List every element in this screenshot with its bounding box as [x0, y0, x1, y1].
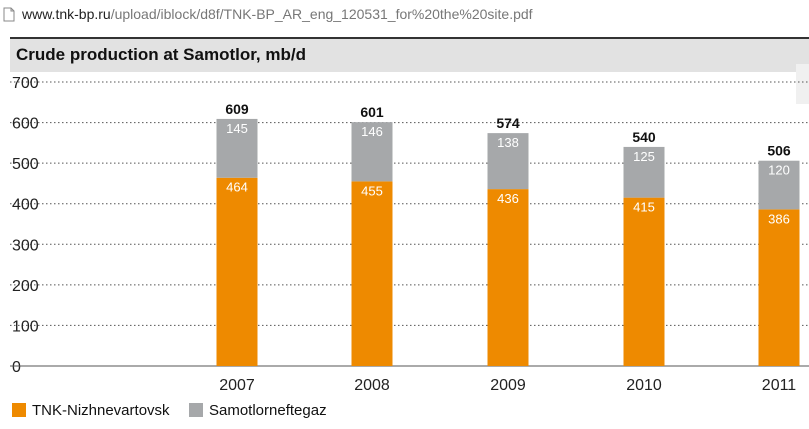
page-icon — [3, 7, 15, 22]
title-band — [10, 39, 809, 72]
url-path: /upload/iblock/d8f/TNK-BP_AR_eng_120531_… — [110, 6, 533, 22]
legend-item-tnk: TNK-Nizhnevartovsk — [12, 402, 170, 419]
y-tick-label: 100 — [12, 318, 39, 335]
x-tick-label: 2008 — [354, 377, 390, 394]
url-text[interactable]: www.tnk-bp.ru/upload/iblock/d8f/TNK-BP_A… — [22, 6, 533, 22]
x-tick-label: 2009 — [490, 377, 526, 394]
x-tick-label: 2010 — [626, 377, 662, 394]
x-tick-label: 2007 — [219, 377, 255, 394]
y-tick-label: 300 — [12, 237, 39, 254]
y-tick-label: 0 — [12, 359, 21, 376]
scrollbar[interactable] — [796, 64, 809, 104]
bar-samotlor — [758, 160, 800, 210]
bar-total-label: 609 — [225, 101, 249, 117]
bar-total-label: 506 — [767, 143, 791, 159]
legend-swatch-tnk — [12, 403, 26, 417]
x-tick-label: 2011 — [762, 377, 797, 394]
y-tick-label: 200 — [12, 278, 39, 295]
y-tick-label: 500 — [12, 156, 39, 173]
legend-label-samotlor: Samotlorneftegaz — [209, 402, 327, 419]
bar-total-label: 540 — [632, 129, 656, 145]
bar-value-tnk: 415 — [633, 200, 655, 215]
bar-tnk — [623, 197, 665, 366]
bar-value-samotlor: 146 — [361, 124, 383, 139]
y-tick-label: 700 — [12, 75, 39, 92]
bar-tnk — [216, 177, 258, 366]
chart-title: Crude production at Samotlor, mb/d — [16, 45, 306, 64]
legend-swatch-samotlor — [189, 403, 203, 417]
bar-tnk — [758, 209, 800, 366]
bar-samotlor — [623, 146, 665, 198]
bar-samotlor — [351, 122, 393, 182]
bar-total-label: 601 — [360, 104, 384, 120]
bar-value-tnk: 455 — [361, 183, 383, 198]
bar-value-tnk: 464 — [226, 180, 248, 195]
bar-samotlor — [487, 133, 529, 190]
bar-value-samotlor: 145 — [226, 121, 248, 136]
title-top-rule — [10, 37, 809, 39]
y-tick-label: 600 — [12, 116, 39, 133]
legend-label-tnk: TNK-Nizhnevartovsk — [32, 402, 170, 419]
bar-value-tnk: 386 — [768, 211, 790, 226]
legend-item-samotlor: Samotlorneftegaz — [189, 402, 327, 419]
bar-total-label: 574 — [496, 115, 520, 131]
url-host: www.tnk-bp.ru — [22, 6, 111, 22]
bar-samotlor — [216, 118, 258, 178]
y-tick-label: 400 — [12, 197, 39, 214]
bar-tnk — [487, 189, 529, 366]
bar-value-samotlor: 138 — [497, 135, 519, 150]
browser-address-bar[interactable]: www.tnk-bp.ru/upload/iblock/d8f/TNK-BP_A… — [0, 0, 809, 30]
bar-value-samotlor: 125 — [633, 149, 655, 164]
bar-value-samotlor: 120 — [768, 163, 790, 178]
bar-tnk — [351, 181, 393, 366]
bar-value-tnk: 436 — [497, 191, 519, 206]
